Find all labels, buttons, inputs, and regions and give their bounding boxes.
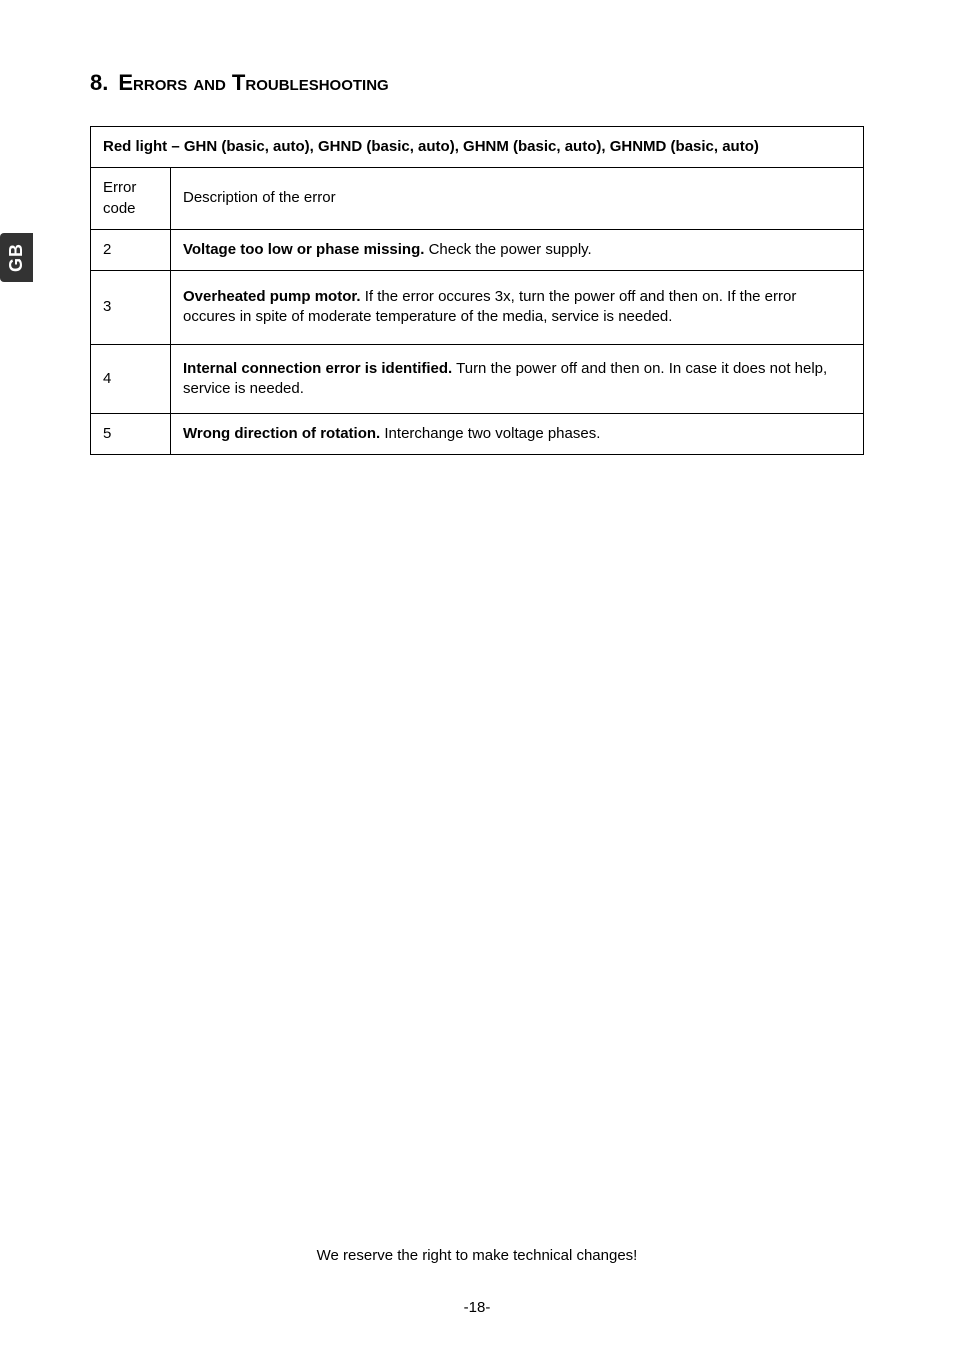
table-row: 3 Overheated pump motor. If the error oc… xyxy=(91,271,864,345)
table-header-desc: Description of the error xyxy=(171,168,864,230)
error-table: Red light – GHN (basic, auto), GHND (bas… xyxy=(90,126,864,455)
error-code: 2 xyxy=(91,229,171,270)
error-desc: Overheated pump motor. If the error occu… xyxy=(171,271,864,345)
language-tab: GB xyxy=(0,233,33,282)
section-title-text: Errors and Troubleshooting xyxy=(118,70,388,95)
error-desc: Wrong direction of rotation. Interchange… xyxy=(171,414,864,455)
table-row: 5 Wrong direction of rotation. Interchan… xyxy=(91,414,864,455)
section-number: 8. xyxy=(90,70,108,95)
table-title: Red light – GHN (basic, auto), GHND (bas… xyxy=(91,127,864,168)
table-row: 4 Internal connection error is identifie… xyxy=(91,344,864,414)
table-row: 2 Voltage too low or phase missing. Chec… xyxy=(91,229,864,270)
footer-note: We reserve the right to make technical c… xyxy=(0,1247,954,1264)
error-desc: Internal connection error is identified.… xyxy=(171,344,864,414)
error-code: 5 xyxy=(91,414,171,455)
section-heading: 8. Errors and Troubleshooting xyxy=(90,70,864,96)
error-desc: Voltage too low or phase missing. Check … xyxy=(171,229,864,270)
error-code: 4 xyxy=(91,344,171,414)
table-header-code: Error code xyxy=(91,168,171,230)
page-number: -18- xyxy=(0,1299,954,1316)
page-content: 8. Errors and Troubleshooting Red light –… xyxy=(0,0,954,455)
error-code: 3 xyxy=(91,271,171,345)
